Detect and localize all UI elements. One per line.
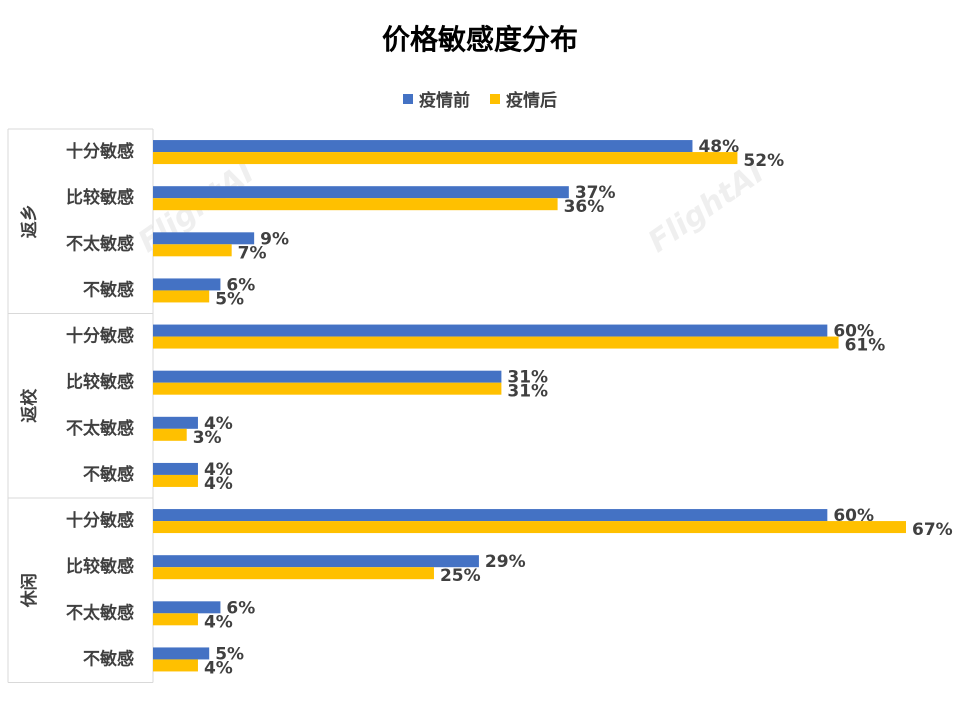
data-label-before: 4% <box>204 460 233 480</box>
group-label: 返乡 <box>20 204 40 238</box>
legend-swatch-after <box>490 93 500 104</box>
category-label: 不敏感 <box>83 648 134 669</box>
data-label-after: 61% <box>845 336 886 356</box>
bar-before <box>153 647 210 660</box>
group-label: 休闲 <box>19 573 40 608</box>
bar-before <box>153 601 221 614</box>
category-label: 不敏感 <box>83 279 134 300</box>
category-label: 十分敏感 <box>66 141 134 162</box>
data-label-after: 5% <box>215 289 244 309</box>
bar-before <box>153 232 255 245</box>
legend: 疫情前 疫情后 <box>0 86 960 111</box>
data-label-before: 37% <box>575 183 616 203</box>
bar-before <box>153 555 479 568</box>
bar-after <box>153 567 434 580</box>
legend-swatch-before <box>403 93 413 104</box>
category-label: 不太敏感 <box>66 233 134 254</box>
category-label: 不太敏感 <box>66 418 134 439</box>
bar-before <box>153 370 502 383</box>
data-label-before: 31% <box>507 368 548 388</box>
data-label-after: 7% <box>238 243 267 263</box>
data-label-before: 6% <box>226 275 255 295</box>
bar-before <box>153 509 828 522</box>
data-label-after: 67% <box>912 520 953 540</box>
data-label-after: 36% <box>564 197 605 217</box>
bar-before <box>153 140 693 153</box>
data-label-before: 5% <box>215 644 244 664</box>
bar-after <box>153 382 502 395</box>
bar-before <box>153 278 221 291</box>
data-label-after: 31% <box>507 382 548 402</box>
bar-after <box>153 244 232 257</box>
category-label: 十分敏感 <box>66 326 134 347</box>
chart-title: 价格敏感度分布 <box>381 23 578 56</box>
data-label-before: 4% <box>204 414 233 434</box>
group-label: 返校 <box>19 388 40 423</box>
bar-before <box>153 416 198 429</box>
data-label-after: 4% <box>204 612 233 632</box>
data-label-before: 6% <box>226 598 255 618</box>
bar-after <box>153 659 198 672</box>
legend-item-after: 疫情后 <box>490 86 557 111</box>
data-label-after: 52% <box>743 151 784 171</box>
bar-after <box>153 474 198 487</box>
legend-item-before: 疫情前 <box>403 86 470 111</box>
bar-after <box>153 521 906 534</box>
bar-after <box>153 152 738 165</box>
bar-after <box>153 198 558 211</box>
category-label: 比较敏感 <box>66 187 134 208</box>
bar-after <box>153 428 187 441</box>
bar-before <box>153 462 198 475</box>
category-label: 比较敏感 <box>66 556 134 577</box>
data-label-before: 48% <box>698 137 739 157</box>
bar-before <box>153 186 569 199</box>
data-label-after: 25% <box>440 566 481 586</box>
data-label-after: 3% <box>193 428 222 448</box>
bar-after <box>153 613 198 626</box>
data-label-before: 60% <box>833 322 874 342</box>
bar-before <box>153 324 828 337</box>
category-label: 不太敏感 <box>66 602 134 623</box>
data-label-before: 60% <box>833 506 874 526</box>
bar-after <box>153 290 210 303</box>
category-label: 十分敏感 <box>66 510 134 531</box>
bar-after <box>153 336 839 349</box>
legend-label-after: 疫情后 <box>506 91 557 111</box>
category-label: 不敏感 <box>83 464 134 485</box>
data-label-after: 4% <box>204 658 233 678</box>
legend-label-before: 疫情前 <box>419 91 470 111</box>
data-label-before: 29% <box>485 552 526 572</box>
data-label-before: 9% <box>260 229 289 249</box>
data-label-after: 4% <box>204 474 233 494</box>
category-label: 比较敏感 <box>66 372 134 393</box>
